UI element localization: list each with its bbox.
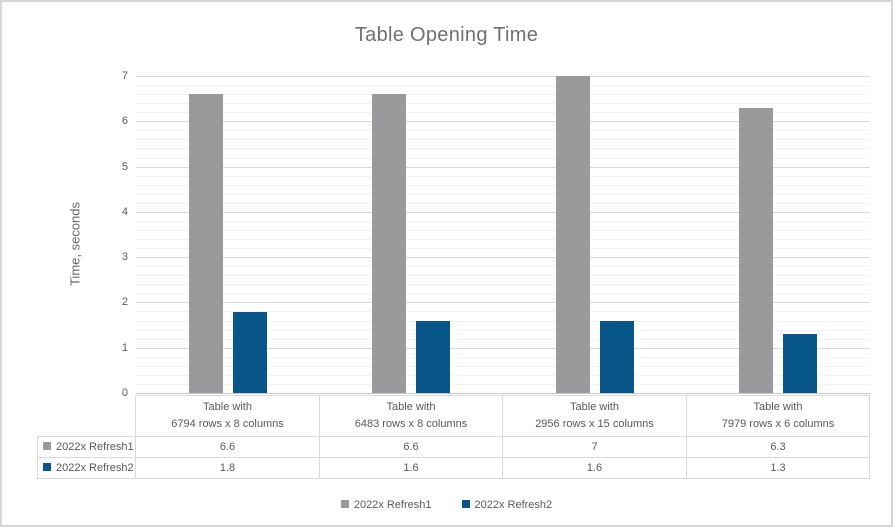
minor-gridline	[136, 103, 870, 105]
bar-series2-cat3	[599, 320, 634, 393]
chart-legend: 2022x Refresh1 2022x Refresh2	[2, 499, 891, 511]
value-cell: 7	[502, 436, 687, 458]
major-gridline	[136, 76, 870, 77]
plot-area	[136, 76, 870, 394]
value-cell: 6.6	[319, 436, 503, 458]
y-tick-label: 4	[121, 205, 128, 218]
category-header: Table with 6483 rows x 8 columns	[319, 395, 503, 437]
minor-gridline	[136, 293, 870, 295]
minor-gridline	[136, 85, 870, 87]
category-line2: 6483 rows x 8 columns	[354, 418, 468, 430]
category-line2: 2956 rows x 15 columns	[535, 418, 654, 430]
bar-series1-cat1	[188, 94, 223, 393]
table-corner-cell	[38, 396, 136, 437]
minor-gridline	[136, 311, 870, 313]
series-label-cell: 2022x Refresh2	[37, 457, 136, 479]
y-tick-label: 3	[121, 251, 128, 264]
bar-series1-cat4	[739, 107, 774, 393]
category-header: Table with 6794 rows x 8 columns	[135, 395, 320, 437]
series-name: 2022x Refresh1	[56, 441, 134, 453]
value-cell: 6.6	[135, 436, 320, 458]
minor-gridline	[136, 320, 870, 322]
minor-gridline	[136, 157, 870, 159]
bar-series1-cat3	[555, 76, 590, 393]
bar-series2-cat1	[232, 311, 267, 393]
value-cell: 1.3	[686, 457, 870, 479]
series2-swatch-icon	[461, 500, 470, 508]
series1-swatch-icon	[43, 442, 51, 451]
category-line2: 7979 rows x 6 columns	[721, 418, 835, 430]
series-name: 2022x Refresh2	[56, 462, 134, 474]
series2-swatch-icon	[43, 463, 51, 472]
major-gridline	[136, 166, 870, 168]
minor-gridline	[136, 239, 870, 241]
minor-gridline	[136, 184, 870, 186]
category-line1: Table with	[203, 400, 252, 413]
value-cell: 1.6	[319, 457, 503, 479]
minor-gridline	[136, 275, 870, 277]
value-cell: 6.3	[686, 436, 870, 458]
legend-item-refresh2: 2022x Refresh2	[461, 499, 553, 511]
legend-label: 2022x Refresh1	[353, 499, 432, 511]
category-line1: Table with	[570, 400, 619, 413]
minor-gridline	[136, 148, 870, 150]
minor-gridline	[136, 220, 870, 222]
value-cell: 1.6	[502, 457, 687, 479]
y-tick-label: 6	[121, 115, 128, 128]
minor-gridline	[136, 266, 870, 268]
legend-item-refresh1: 2022x Refresh1	[340, 499, 432, 511]
bar-series1-cat2	[372, 94, 407, 393]
y-axis-title: Time, seconds	[67, 201, 83, 287]
minor-gridline	[136, 329, 870, 331]
y-tick-label: 7	[121, 70, 128, 82]
data-table: Table with 6794 rows x 8 columns Table w…	[37, 395, 870, 479]
series1-swatch-icon	[340, 500, 349, 508]
minor-gridline	[136, 365, 870, 367]
bar-series2-cat2	[416, 320, 451, 393]
major-gridline	[136, 121, 870, 123]
value-cell: 1.8	[135, 457, 320, 479]
y-tick-label: 1	[121, 341, 128, 354]
category-header: Table with 7979 rows x 6 columns	[686, 395, 870, 437]
minor-gridline	[136, 202, 870, 204]
minor-gridline	[136, 175, 870, 177]
minor-gridline	[136, 139, 870, 141]
legend-label: 2022x Refresh2	[474, 499, 553, 511]
minor-gridline	[136, 284, 870, 286]
minor-gridline	[136, 229, 870, 231]
table-header-row: Table with 6794 rows x 8 columns Table w…	[38, 395, 870, 437]
chart-title: Table Opening Time	[354, 24, 539, 46]
table-row-refresh1: 2022x Refresh1 6.6 6.6 7 6.3	[37, 436, 870, 458]
major-gridline	[136, 347, 870, 349]
major-gridline	[136, 302, 870, 304]
minor-gridline	[136, 112, 870, 114]
minor-gridline	[136, 94, 870, 96]
minor-gridline	[136, 374, 870, 376]
major-gridline	[136, 257, 870, 259]
y-tick-label: 5	[121, 160, 128, 173]
series-label-cell: 2022x Refresh1	[37, 436, 136, 458]
bar-series2-cat4	[783, 334, 818, 393]
category-line2: 6794 rows x 8 columns	[171, 418, 284, 430]
minor-gridline	[136, 338, 870, 340]
category-line1: Table with	[753, 400, 803, 413]
y-tick-label: 2	[121, 296, 128, 309]
minor-gridline	[136, 130, 870, 132]
minor-gridline	[136, 356, 870, 358]
minor-gridline	[136, 383, 870, 385]
table-row-refresh2: 2022x Refresh2 1.8 1.6 1.6 1.3	[37, 457, 870, 479]
major-gridline	[136, 211, 870, 213]
minor-gridline	[136, 248, 870, 250]
category-header: Table with 2956 rows x 15 columns	[502, 395, 687, 437]
category-line1: Table with	[386, 400, 436, 413]
minor-gridline	[136, 193, 870, 195]
y-tick-label: 0	[121, 387, 128, 399]
